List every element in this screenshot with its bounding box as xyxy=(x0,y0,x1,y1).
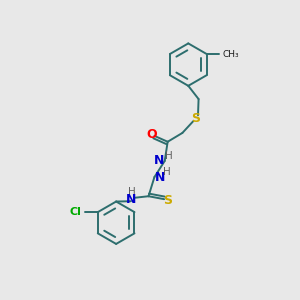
Text: N: N xyxy=(154,154,165,167)
Text: H: H xyxy=(163,167,171,177)
Text: S: S xyxy=(191,112,200,125)
Text: N: N xyxy=(126,193,136,206)
Text: Cl: Cl xyxy=(70,207,82,217)
Text: S: S xyxy=(163,194,172,207)
Text: H: H xyxy=(165,151,173,160)
Text: CH₃: CH₃ xyxy=(223,50,239,58)
Text: H: H xyxy=(128,188,136,197)
Text: N: N xyxy=(154,171,165,184)
Text: O: O xyxy=(146,128,157,141)
